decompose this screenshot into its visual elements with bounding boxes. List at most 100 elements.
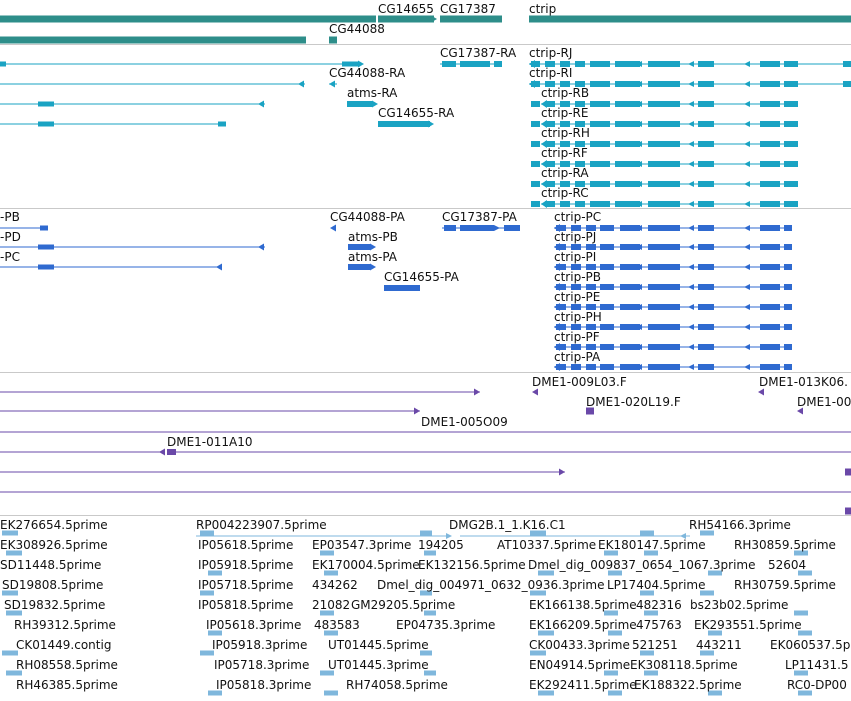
exon-block[interactable] [0, 15, 376, 23]
label-transcript-cg14655-ra[interactable]: CG14655-RA [378, 106, 455, 120]
label-est-ek166138[interactable]: EK166138.5prime [529, 598, 637, 612]
exon-block[interactable] [586, 284, 596, 290]
exon-block[interactable] [531, 81, 540, 87]
exon-block[interactable] [648, 264, 680, 270]
exon-block[interactable] [586, 244, 596, 250]
exon-block[interactable] [794, 670, 808, 676]
exon-block[interactable] [784, 61, 798, 67]
exon-block[interactable] [698, 364, 714, 370]
exon-block[interactable] [600, 304, 614, 310]
exon-block[interactable] [560, 201, 570, 207]
exon-block[interactable] [575, 181, 585, 187]
exon-block[interactable] [0, 61, 6, 67]
exon-block[interactable] [218, 121, 226, 127]
label-protein-ctrip-pf[interactable]: ctrip-PF [554, 330, 600, 344]
strand-arrow-left[interactable] [688, 244, 694, 250]
exon-block[interactable] [575, 81, 585, 87]
strand-arrow-left[interactable] [744, 61, 750, 67]
exon-block[interactable] [760, 225, 780, 231]
exon-block[interactable] [571, 225, 581, 231]
exon-block[interactable] [6, 670, 22, 676]
exon-block[interactable] [571, 304, 581, 310]
strand-arrow-left[interactable] [688, 225, 694, 231]
strand-arrow-right[interactable] [370, 243, 376, 251]
strand-arrow-left[interactable] [688, 264, 694, 270]
exon-block[interactable] [760, 284, 780, 290]
exon-block[interactable] [784, 225, 792, 231]
exon-block[interactable] [571, 364, 581, 370]
label-transcript-cg44088-ra[interactable]: CG44088-RA [329, 66, 406, 80]
exon-block[interactable] [324, 690, 338, 696]
label-est-dmel-dig-004971[interactable]: Dmel_dig_004971_0632_0936.3prime [377, 578, 605, 592]
exon-block[interactable] [348, 244, 370, 250]
exon-block[interactable] [784, 284, 792, 290]
strand-arrow-left[interactable] [636, 181, 642, 187]
strand-arrow-left[interactable] [744, 121, 750, 127]
exon-block[interactable] [698, 225, 714, 231]
exon-block[interactable] [590, 141, 610, 147]
exon-block[interactable] [600, 364, 614, 370]
label-protein-ctrip-pi[interactable]: ctrip-PI [554, 250, 597, 264]
feature-glyphs[interactable] [0, 15, 851, 696]
label-est-443211[interactable]: 443211 [696, 638, 742, 652]
strand-arrow-left[interactable] [744, 81, 750, 87]
exon-block[interactable] [586, 264, 596, 270]
label-est-rh39312[interactable]: RH39312.5prime [14, 618, 116, 632]
exon-block[interactable] [615, 121, 640, 127]
strand-arrow-left[interactable] [744, 161, 750, 167]
strand-arrow-left[interactable] [688, 364, 694, 370]
exon-block[interactable] [600, 244, 614, 250]
exon-block[interactable] [531, 181, 540, 187]
exon-block[interactable] [615, 81, 640, 87]
exon-block[interactable] [698, 101, 714, 107]
exon-block[interactable] [560, 81, 570, 87]
exon-block[interactable] [698, 121, 714, 127]
exon-block[interactable] [38, 264, 54, 270]
exon-block[interactable] [545, 181, 555, 187]
exon-block[interactable] [586, 324, 596, 330]
strand-arrow-left[interactable] [744, 225, 750, 231]
exon-block[interactable] [6, 550, 22, 556]
exon-block[interactable] [698, 344, 714, 350]
label-est-ek276654[interactable]: EK276654.5prime [0, 518, 108, 532]
label-est-ek308118[interactable]: EK308118.5prime [630, 658, 738, 672]
exon-block[interactable] [420, 590, 432, 596]
label-est-ep03547[interactable]: EP03547.3prime [312, 538, 412, 552]
exon-block[interactable] [38, 121, 54, 127]
strand-arrow-left[interactable] [688, 101, 694, 107]
exon-block[interactable] [843, 61, 851, 67]
exon-block[interactable] [620, 264, 640, 270]
exon-block[interactable] [590, 181, 610, 187]
strand-arrow-left[interactable] [744, 141, 750, 147]
exon-block[interactable] [2, 650, 18, 656]
exon-block[interactable] [324, 630, 338, 636]
exon-block[interactable] [530, 530, 546, 536]
exon-block[interactable] [560, 61, 570, 67]
strand-arrow-left[interactable] [688, 121, 694, 127]
label-est-en04914[interactable]: EN04914.5prime [529, 658, 631, 672]
exon-block[interactable] [620, 344, 640, 350]
exon-block[interactable] [460, 61, 490, 67]
label-est-52604[interactable]: 52604 [768, 558, 807, 572]
exon-block[interactable] [560, 161, 570, 167]
exon-block[interactable] [698, 304, 714, 310]
strand-arrow-right[interactable] [358, 60, 364, 68]
exon-block[interactable] [760, 121, 780, 127]
exon-block[interactable] [784, 264, 792, 270]
exon-block[interactable] [608, 570, 622, 576]
exon-block[interactable] [760, 201, 780, 207]
label-gene-cg44088[interactable]: CG44088 [329, 22, 385, 36]
strand-arrow-right[interactable] [494, 225, 500, 231]
strand-arrow-left[interactable] [329, 80, 335, 88]
exon-block[interactable] [600, 344, 614, 350]
exon-block[interactable] [460, 225, 494, 231]
exon-block[interactable] [620, 284, 640, 290]
exon-block[interactable] [556, 304, 566, 310]
exon-block[interactable] [790, 121, 798, 127]
exon-block[interactable] [615, 101, 640, 107]
label-est-lp11431[interactable]: LP11431.5 [785, 658, 849, 672]
strand-arrow-left[interactable] [636, 244, 642, 250]
exon-block[interactable] [644, 610, 658, 616]
exon-block[interactable] [420, 650, 432, 656]
exon-block[interactable] [760, 304, 780, 310]
